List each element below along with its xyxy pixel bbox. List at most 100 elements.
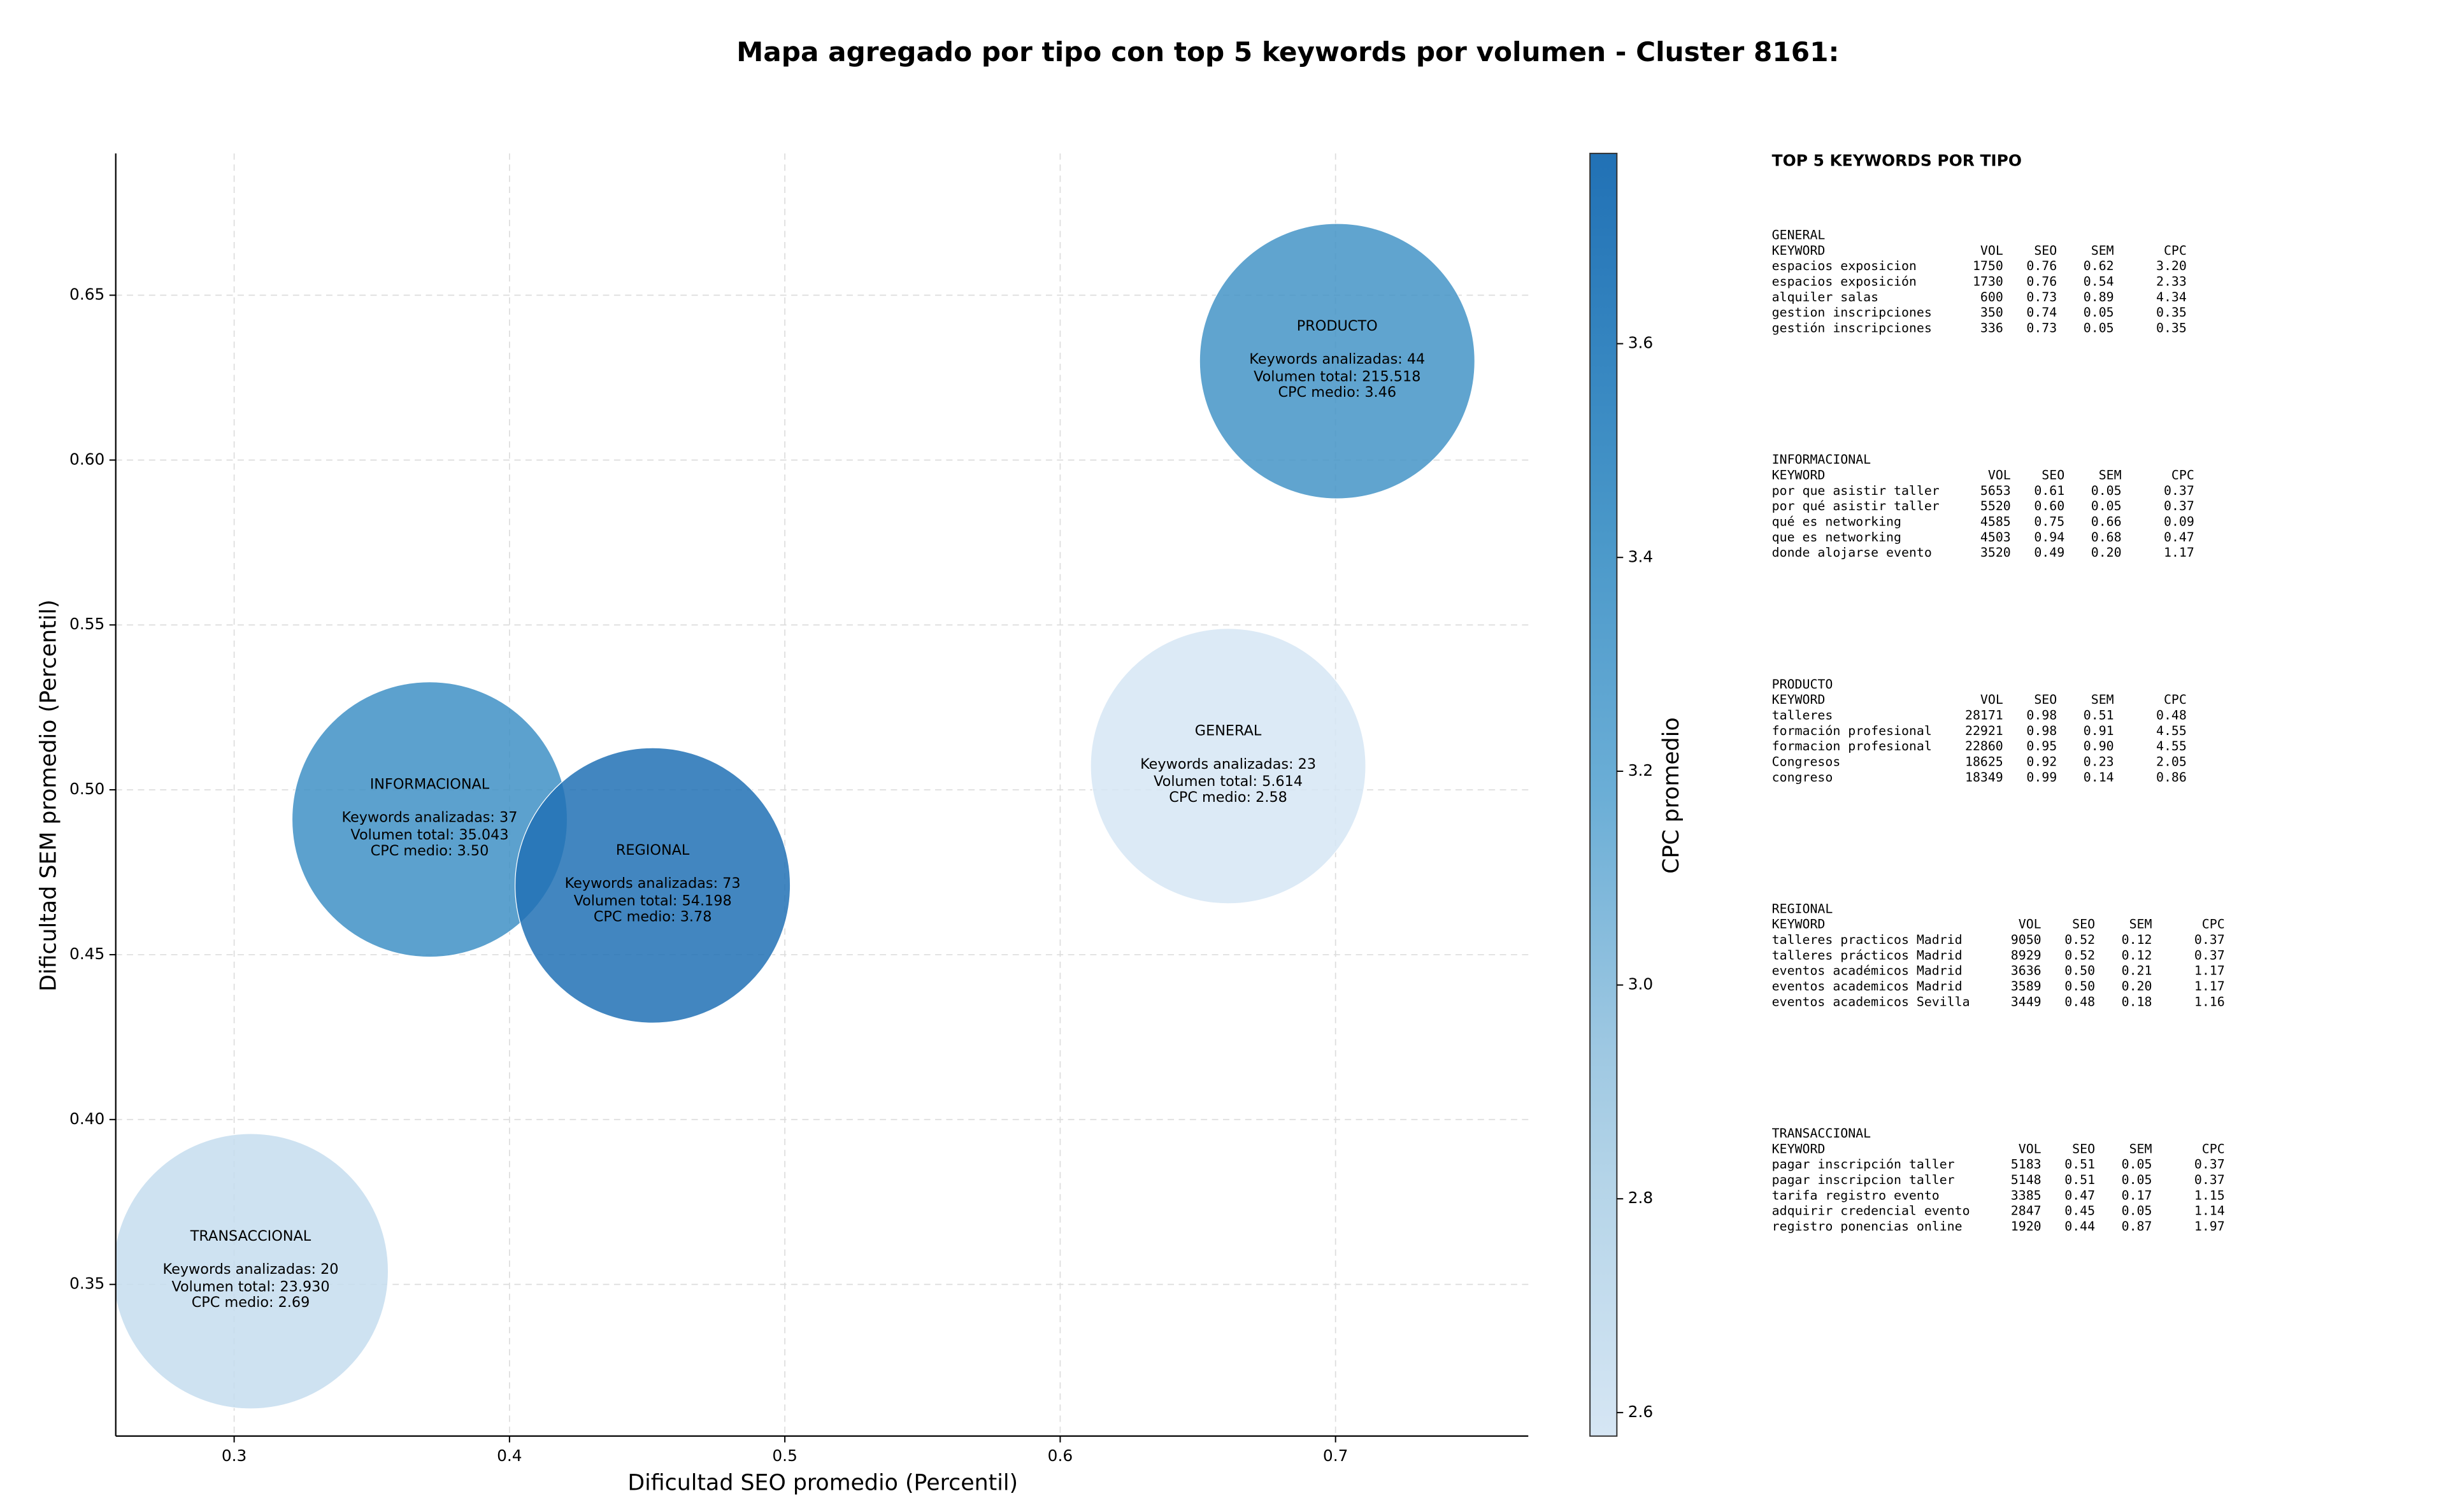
table-cell: 0.95 <box>2026 739 2057 753</box>
column-header: KEYWORD <box>1772 917 1826 932</box>
table-cell: donde alojarse evento <box>1772 545 1932 560</box>
table-cell: 0.37 <box>2194 1157 2225 1172</box>
table-cell: 0.05 <box>2084 305 2114 320</box>
table-cell: 0.98 <box>2026 724 2057 738</box>
table-cell: 0.91 <box>2084 724 2114 738</box>
y-tick-label: 0.50 <box>69 780 104 798</box>
table-cell: 0.05 <box>2122 1173 2152 1187</box>
column-header: CPC <box>2164 692 2187 707</box>
table-cell: 0.05 <box>2084 321 2114 336</box>
table-cell: 0.52 <box>2064 932 2095 947</box>
table-cell: 0.48 <box>2064 994 2095 1009</box>
table-cell: 2847 <box>2011 1204 2042 1218</box>
table-cell: eventos academicos Madrid <box>1772 979 1963 994</box>
table-cell: 2.33 <box>2156 275 2187 289</box>
table-cell: 0.99 <box>2026 770 2057 785</box>
table-cell: gestión inscripciones <box>1772 321 1932 336</box>
table-cell: por qué asistir taller <box>1772 499 1940 513</box>
column-header: SEM <box>2099 467 2122 482</box>
table-cell: 0.14 <box>2084 770 2114 785</box>
column-header: SEM <box>2091 243 2114 258</box>
column-header: VOL <box>1980 692 2003 707</box>
bubble-annotation: Keywords analizadas: 23 <box>1140 756 1316 773</box>
panel-title: TOP 5 KEYWORDS POR TIPO <box>1772 151 2022 169</box>
bubble-label: TRANSACCIONAL <box>190 1228 311 1245</box>
table-cell: formacion profesional <box>1772 739 1932 753</box>
table-cell: 0.60 <box>2034 499 2064 513</box>
table-cell: 0.73 <box>2026 290 2057 304</box>
column-header: SEO <box>2042 467 2064 482</box>
table-cell: 5148 <box>2011 1173 2042 1187</box>
group-name: PRODUCTO <box>1772 677 1833 692</box>
colorbar-tick-label: 3.6 <box>1628 334 1654 352</box>
table-cell: 0.89 <box>2084 290 2114 304</box>
table-cell: espacios exposición <box>1772 275 1917 289</box>
table-cell: 3.20 <box>2156 259 2187 273</box>
group-name: GENERAL <box>1772 228 1826 243</box>
table-cell: 3449 <box>2011 994 2042 1009</box>
colorbar <box>1589 152 1618 1437</box>
table-cell: 1.15 <box>2194 1188 2225 1202</box>
table-cell: 8929 <box>2011 948 2042 962</box>
table-cell: que es networking <box>1772 530 1901 545</box>
bubble <box>1199 223 1475 499</box>
table-cell: 0.76 <box>2026 275 2057 289</box>
table-cell: 3589 <box>2011 979 2042 994</box>
colorbar-tick-label: 3.0 <box>1628 975 1654 994</box>
table-cell: eventos academicos Sevilla <box>1772 994 1970 1009</box>
bubble-label: REGIONAL <box>616 842 690 859</box>
table-cell: por que asistir taller <box>1772 483 1940 498</box>
group-name: REGIONAL <box>1772 901 1833 916</box>
table-cell: 0.61 <box>2034 483 2064 498</box>
table-cell: pagar inscripción taller <box>1772 1157 1955 1172</box>
table-cell: 0.05 <box>2122 1204 2152 1218</box>
table-cell: 0.50 <box>2064 979 2095 994</box>
table-cell: 9050 <box>2011 932 2042 947</box>
table-cell: alquiler salas <box>1772 290 1878 304</box>
table-cell: 0.37 <box>2164 499 2194 513</box>
table-cell: 0.35 <box>2156 305 2187 320</box>
table-cell: 0.12 <box>2122 948 2152 962</box>
column-header: SEO <box>2034 692 2057 707</box>
table-cell: 0.18 <box>2122 994 2152 1009</box>
x-tick-label: 0.7 <box>1323 1446 1348 1465</box>
table-cell: 4.55 <box>2156 739 2187 753</box>
table-cell: 1.16 <box>2194 994 2225 1009</box>
table-cell: 3636 <box>2011 964 2042 978</box>
table-cell: 4.34 <box>2156 290 2187 304</box>
table-cell: talleres <box>1772 708 1833 722</box>
table-cell: 0.20 <box>2122 979 2152 994</box>
bubble <box>514 747 791 1023</box>
colorbar-tick-label: 3.2 <box>1628 761 1654 780</box>
column-header: VOL <box>2019 1141 2042 1156</box>
table-cell: 1750 <box>1973 259 2003 273</box>
table-cell: 22921 <box>1965 724 2003 738</box>
bubble-annotation: Keywords analizadas: 37 <box>342 809 518 826</box>
bubble-label: PRODUCTO <box>1297 318 1378 334</box>
table-cell: 18349 <box>1965 770 2003 785</box>
table-cell: Congresos <box>1772 754 1841 769</box>
table-cell: 0.37 <box>2194 948 2225 962</box>
group-name: TRANSACCIONAL <box>1772 1126 1871 1141</box>
table-cell: 0.87 <box>2122 1219 2152 1234</box>
bubble-annotation: Volumen total: 23.930 <box>171 1278 329 1295</box>
table-cell: 4585 <box>1980 514 2011 529</box>
table-cell: 4503 <box>1980 530 2011 545</box>
bubble <box>115 1133 389 1409</box>
group-name: INFORMACIONAL <box>1772 452 1871 467</box>
x-tick-label: 0.4 <box>497 1446 522 1465</box>
table-cell: 5520 <box>1980 499 2011 513</box>
column-header: SEM <box>2091 692 2114 707</box>
table-cell: 0.12 <box>2122 932 2152 947</box>
y-tick-label: 0.45 <box>69 945 104 963</box>
table-cell: congreso <box>1772 770 1833 785</box>
table-cell: talleres prácticos Madrid <box>1772 948 1963 962</box>
column-header: CPC <box>2202 1141 2225 1156</box>
x-tick-label: 0.3 <box>222 1446 247 1465</box>
table-cell: eventos académicos Madrid <box>1772 964 1963 978</box>
table-cell: 1.17 <box>2164 545 2194 560</box>
column-header: SEO <box>2072 1141 2095 1156</box>
table-cell: 3520 <box>1980 545 2011 560</box>
table-cell: 3385 <box>2011 1188 2042 1202</box>
